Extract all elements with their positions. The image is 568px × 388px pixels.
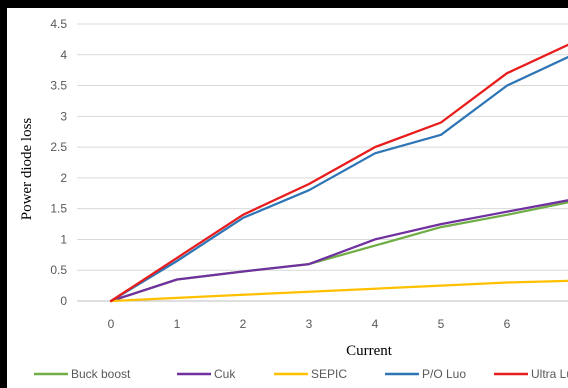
x-tick-label: 0 [108, 317, 115, 331]
y-axis-ticks: 0 0.5 1 1.5 2 2.5 3 3.5 4 4.5 [50, 17, 67, 308]
legend-label: Buck boost [71, 367, 131, 381]
series-line-ultra-luo [109, 43, 568, 303]
x-tick-label: 3 [306, 317, 313, 331]
y-tick-label: 3 [60, 109, 67, 123]
x-tick-label: 4 [372, 317, 379, 331]
line-chart: 00.511.522.533.544.5 01234567 Power diod… [19, 17, 568, 381]
y-tick-label: 1 [60, 232, 67, 246]
x-axis-title: Current [346, 343, 393, 359]
y-tick-label: 0.5 [50, 263, 67, 277]
x-tick-label: 6 [504, 317, 511, 331]
series-line-p-o-luo [109, 55, 568, 303]
y-tick-label: 4 [60, 48, 67, 62]
legend: Buck boost Cuk SEPIC P/O Luo Ultra Luo [34, 367, 568, 381]
legend-item: SEPIC [274, 367, 347, 381]
y-tick-label: 2.5 [50, 140, 67, 154]
y-tick-label: 3.5 [50, 79, 67, 93]
y-axis-title: Power diode loss [19, 118, 35, 221]
legend-label: Cuk [214, 367, 236, 381]
legend-item: P/O Luo [385, 367, 466, 381]
x-axis-ticks: 01234567 [108, 317, 511, 331]
y-tick-label: 1.5 [50, 202, 67, 216]
legend-item: Buck boost [34, 367, 131, 381]
legend-item: Cuk [177, 367, 236, 381]
y-tick-label: 4.5 [50, 17, 67, 31]
chart-frame: 00.511.522.533.544.5 01234567 Power diod… [7, 8, 568, 388]
x-tick-label: 5 [438, 317, 445, 331]
series-line-buck-boost [109, 201, 568, 303]
y-tick-label: 0 [60, 294, 67, 308]
x-tick-label: 1 [174, 317, 181, 331]
legend-label: Ultra Luo [531, 367, 568, 381]
legend-item: Ultra Luo [494, 367, 568, 381]
x-tick-label: 2 [240, 317, 247, 331]
legend-label: SEPIC [311, 367, 347, 381]
series-lines [109, 43, 568, 303]
y-tick-label: 2 [60, 171, 67, 185]
legend-label: P/O Luo [422, 367, 466, 381]
series-line-sepic [109, 279, 568, 303]
series-line-cuk [109, 199, 568, 303]
